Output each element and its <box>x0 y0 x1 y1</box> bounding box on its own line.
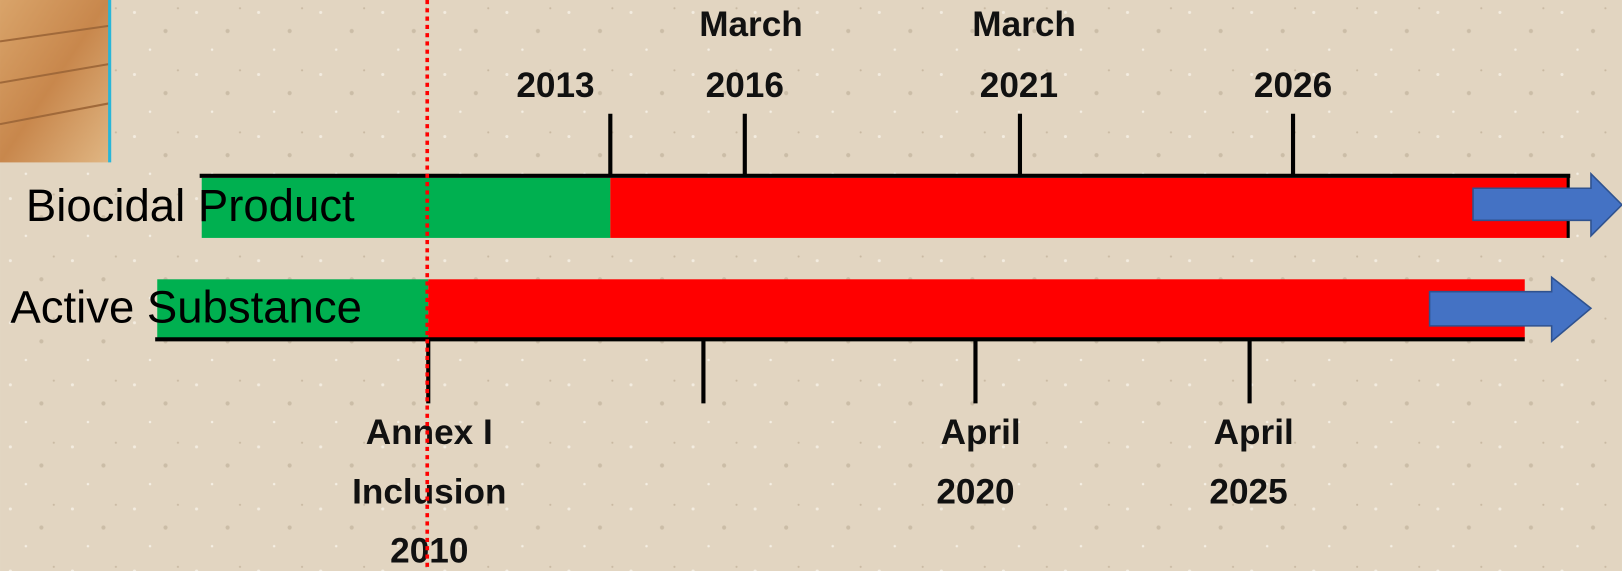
row-label: Active Substance <box>10 281 362 332</box>
date-label: April <box>941 413 1021 452</box>
date-label: 2025 <box>1209 473 1287 512</box>
top-ticks <box>608 113 1296 176</box>
date-label: April <box>1214 413 1294 452</box>
date-label: 2010 <box>390 532 468 571</box>
green-segment <box>157 279 429 339</box>
row-label: Biocidal Product <box>26 180 355 231</box>
arrow <box>1428 275 1593 344</box>
date-label: 2013 <box>516 66 594 105</box>
date-label: Inclusion <box>352 473 506 512</box>
date-label: 2020 <box>936 473 1014 512</box>
green-segment <box>201 177 611 238</box>
date-label: 2026 <box>1254 66 1332 105</box>
date-label: Annex I <box>366 413 493 452</box>
date-label: 2016 <box>706 66 784 105</box>
arrow <box>1472 171 1622 238</box>
red-segment <box>610 177 1569 238</box>
date-label: March <box>699 5 803 44</box>
date-label: March <box>972 5 1076 44</box>
photo <box>0 0 112 163</box>
red-segment <box>428 279 1525 339</box>
date-label: 2021 <box>980 66 1058 105</box>
